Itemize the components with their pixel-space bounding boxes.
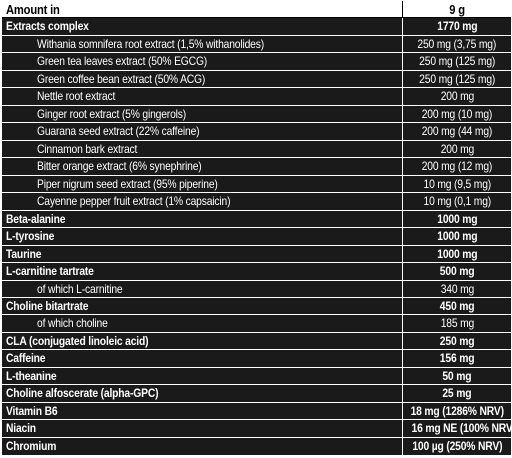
ingredient-amount: 450 mg <box>402 297 511 315</box>
ingredient-amount: 18 mg (1286% NRV) <box>402 402 511 420</box>
ingredient-amount: 1000 mg <box>402 228 511 245</box>
table-row: Ginger root extract (5% gingerols) 200 mg… <box>2 105 511 124</box>
table-row: Taurine 1000 mg <box>2 245 511 264</box>
table-row: Chromium 100 µg (250% NRV) <box>2 437 511 456</box>
ingredient-name: Ginger root extract (5% gingerols) <box>37 106 187 121</box>
ingredient-amount: 1770 mg <box>402 18 511 35</box>
ingredient-name: L-carnitine tartrate <box>6 264 94 279</box>
ingredient-name: Choline alfoscerate (alpha-GPC) <box>6 386 159 401</box>
ingredient-name: Withania somnifera root extract (1,5% wi… <box>37 36 264 51</box>
table-row: Guarana seed extract (22% caffeine) 200 m… <box>2 123 511 141</box>
ingredient-name: Caffeine <box>6 351 46 366</box>
ingredient-amount: 200 mg <box>402 88 511 105</box>
ingredient-amount: 50 mg <box>402 367 511 385</box>
ingredient-amount: 16 mg NE (100% NRV) <box>402 420 511 437</box>
ingredient-amount: 500 mg <box>402 263 511 280</box>
ingredient-name: Nettle root extract <box>37 89 116 104</box>
ingredient-amount: 250 mg (125 mg) <box>402 70 511 88</box>
ingredient-name: Green tea leaves extract (50% EGCG) <box>37 54 208 69</box>
ingredient-name: Cayenne pepper fruit extract (1% capsaic… <box>37 194 231 209</box>
table-row: CLA (conjugated linoleic acid) 250 mg <box>2 332 511 351</box>
table-row: L-carnitine tartrate 500 mg <box>2 263 511 281</box>
ingredient-name: Niacin <box>6 421 36 436</box>
ingredient-amount: 200 mg (44 mg) <box>402 123 511 140</box>
header-serving-size: 9 g <box>402 1 511 18</box>
ingredient-name: Vitamin B6 <box>6 403 58 418</box>
ingredient-name: of which L-carnitine <box>37 281 123 296</box>
table-header-row: Amount in 9 g <box>2 1 511 19</box>
table-row: Extracts complex 1770 mg <box>2 18 511 36</box>
ingredient-name: L-theanine <box>6 368 57 383</box>
ingredient-amount: 200 mg (12 mg) <box>402 158 511 175</box>
ingredient-amount: 25 mg <box>402 385 511 402</box>
table-row: Green coffee bean extract (50% ACG) 250 m… <box>2 70 511 89</box>
table-row: Withania somnifera root extract (1,5% wi… <box>2 35 511 54</box>
table-row: L-tyrosine 1000 mg <box>2 228 511 246</box>
ingredient-amount: 1000 mg <box>402 245 511 263</box>
ingredient-amount: 156 mg <box>402 350 511 367</box>
ingredient-amount: 1000 mg <box>402 210 511 228</box>
table-row: Cinnamon bark extract 200 mg <box>2 140 511 159</box>
ingredient-name: L-tyrosine <box>6 229 55 244</box>
table-row: Green tea leaves extract (50% EGCG) 250 m… <box>2 53 511 71</box>
ingredient-name: CLA (conjugated linoleic acid) <box>6 333 149 348</box>
table-row: Choline alfoscerate (alpha-GPC) 25 mg <box>2 385 511 403</box>
ingredient-amount: 10 mg (9,5 mg) <box>402 175 511 193</box>
ingredient-name: Choline bitartrate <box>6 298 89 313</box>
ingredient-name: Beta-alanine <box>6 211 66 226</box>
ingredient-amount: 200 mg (10 mg) <box>402 105 511 123</box>
ingredient-amount: 100 µg (250% NRV) <box>402 437 511 456</box>
table-row: Vitamin B6 18 mg (1286% NRV) <box>2 402 511 421</box>
table-row: Caffeine 156 mg <box>2 350 511 368</box>
table-row: Choline bitartrate 450 mg <box>2 297 511 316</box>
ingredient-name: Bitter orange extract (6% synephrine) <box>37 159 202 174</box>
ingredient-name: Cinnamon bark extract <box>37 141 138 156</box>
table-row: of which choline 185 mg <box>2 315 511 333</box>
ingredient-name: Green coffee bean extract (50% ACG) <box>37 71 206 86</box>
ingredient-amount: 185 mg <box>402 315 511 332</box>
table-row: of which L-carnitine 340 mg <box>2 280 511 298</box>
table-row: L-theanine 50 mg <box>2 367 511 386</box>
table-row: Beta-alanine 1000 mg <box>2 210 511 229</box>
table-row: Cayenne pepper fruit extract (1% capsaic… <box>2 193 511 211</box>
table-row: Niacin 16 mg NE (100% NRV) <box>2 420 511 438</box>
table-row: Nettle root extract 200 mg <box>2 88 511 106</box>
table-row: Bitter orange extract (6% synephrine) 200… <box>2 158 511 176</box>
ingredient-amount: 250 mg (3,75 mg) <box>402 35 511 53</box>
ingredient-name: Extracts complex <box>6 19 89 34</box>
ingredient-name: Taurine <box>6 246 42 261</box>
ingredient-name: Chromium <box>6 438 57 453</box>
ingredient-amount: 250 mg (125 mg) <box>402 53 511 70</box>
ingredient-amount: 340 mg <box>402 280 511 297</box>
ingredient-name: Piper nigrum seed extract (95% piperine) <box>37 176 218 191</box>
ingredient-amount: 200 mg <box>402 140 511 158</box>
ingredient-name: Guarana seed extract (22% caffeine) <box>37 124 200 139</box>
header-amount-label: Amount in <box>6 2 60 17</box>
table-row: Piper nigrum seed extract (95% piperine)… <box>2 175 511 194</box>
ingredient-name: of which choline <box>37 316 108 331</box>
ingredient-amount: 10 mg (0,1 mg) <box>402 193 511 210</box>
ingredient-amount: 250 mg <box>402 332 511 350</box>
